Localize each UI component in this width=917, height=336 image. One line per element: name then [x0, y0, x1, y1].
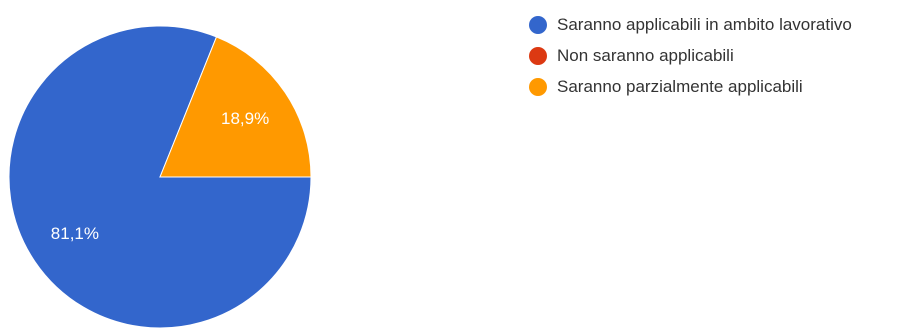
legend-item-partially-applicable[interactable]: Saranno parzialmente applicabili: [529, 74, 852, 100]
slice-partially-applicable-label: 18,9%: [221, 109, 269, 128]
legend-swatch-applicable: [529, 16, 547, 34]
pie-slices: [8, 25, 312, 329]
pie-slice-labels: 81,1% 18,9%: [51, 109, 269, 243]
slice-partially-applicable[interactable]: [159, 36, 312, 178]
legend-swatch-not-applicable: [529, 47, 547, 65]
legend-label-partially-applicable: Saranno parzialmente applicabili: [557, 77, 803, 96]
legend-swatch-partially-applicable: [529, 78, 547, 96]
slice-applicable-label: 81,1%: [51, 224, 99, 243]
legend-label-applicable: Saranno applicabili in ambito lavorativo: [557, 15, 852, 34]
legend-item-applicable[interactable]: Saranno applicabili in ambito lavorativo: [529, 12, 852, 38]
legend-label-not-applicable: Non saranno applicabili: [557, 46, 734, 65]
chart-legend: Saranno applicabili in ambito lavorativo…: [529, 12, 852, 105]
legend-item-not-applicable[interactable]: Non saranno applicabili: [529, 43, 852, 69]
